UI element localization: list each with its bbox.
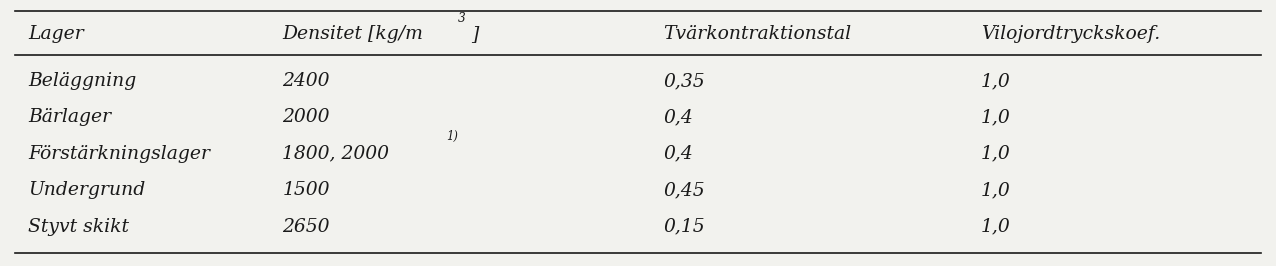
Text: 1500: 1500 [282,181,329,199]
Text: Styvt skikt: Styvt skikt [28,218,129,236]
Text: 2400: 2400 [282,72,329,90]
Text: Densitet [kg/m: Densitet [kg/m [282,25,424,43]
Text: Bärlager: Bärlager [28,108,111,126]
Text: 2650: 2650 [282,218,329,236]
Text: Förstärkningslager: Förstärkningslager [28,145,211,163]
Text: 1,0: 1,0 [981,145,1011,163]
Text: 1,0: 1,0 [981,108,1011,126]
Text: 0,4: 0,4 [664,108,693,126]
Text: 0,15: 0,15 [664,218,706,236]
Text: Beläggning: Beläggning [28,72,137,90]
Text: Undergrund: Undergrund [28,181,145,199]
Text: 2000: 2000 [282,108,329,126]
Text: Vilojordtryckskoef.: Vilojordtryckskoef. [981,25,1160,43]
Text: 1,0: 1,0 [981,72,1011,90]
Text: ]: ] [472,25,478,43]
Text: 1,0: 1,0 [981,181,1011,199]
Text: 0,4: 0,4 [664,145,693,163]
Text: 0,45: 0,45 [664,181,706,199]
Text: Lager: Lager [28,25,84,43]
Text: 3: 3 [458,12,466,25]
Text: 1800, 2000: 1800, 2000 [282,145,389,163]
Text: 0,35: 0,35 [664,72,706,90]
Text: 1): 1) [447,130,458,143]
Text: 1,0: 1,0 [981,218,1011,236]
Text: Tvärkontraktionstal: Tvärkontraktionstal [664,25,851,43]
